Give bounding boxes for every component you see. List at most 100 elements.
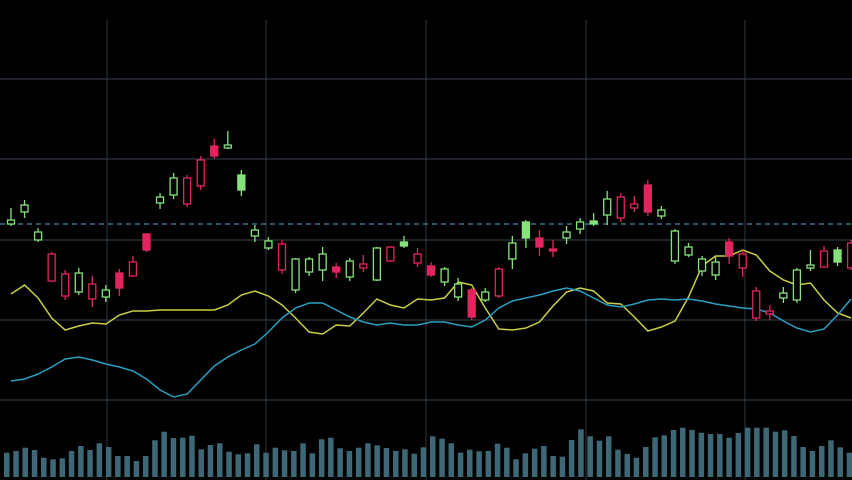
candle-body-up xyxy=(372,247,382,281)
candle-body-up xyxy=(101,289,110,298)
candles xyxy=(6,131,852,321)
volume-bar xyxy=(365,443,371,477)
candle-body-up xyxy=(264,240,273,249)
volume-bar xyxy=(411,453,417,477)
candle-body-down xyxy=(88,283,97,300)
volume-bar xyxy=(624,454,630,477)
volume-bar xyxy=(235,454,241,477)
volume-bar xyxy=(837,447,843,477)
candle-body-up xyxy=(508,242,517,260)
candle-body-up xyxy=(237,174,246,191)
volume-bar xyxy=(300,443,306,477)
volume-bar xyxy=(105,447,112,477)
volume-bar xyxy=(170,438,177,477)
volume-bar xyxy=(346,451,353,477)
candle-body-up xyxy=(223,144,232,149)
volume-bar xyxy=(568,440,575,477)
volume-bar xyxy=(142,456,149,477)
volume-bar xyxy=(643,447,649,477)
candle-body-up xyxy=(33,231,43,241)
candle-body-down xyxy=(616,196,625,219)
volume-bar xyxy=(263,452,269,477)
volume-bar xyxy=(13,451,19,477)
volume-bar xyxy=(698,432,705,477)
volume-bar xyxy=(439,438,445,477)
volume-bar xyxy=(41,457,47,477)
volume-bar xyxy=(4,452,10,477)
volume-bar xyxy=(541,446,547,477)
volume-bar xyxy=(476,451,482,477)
volume-bar xyxy=(596,440,603,477)
volume-bar xyxy=(504,447,510,477)
candle-body-up xyxy=(589,220,598,225)
candle-body-up xyxy=(711,261,720,276)
volume-bar xyxy=(735,433,742,477)
candle-body-up xyxy=(169,177,178,196)
volume-bar xyxy=(337,448,343,477)
volume-bar xyxy=(633,457,640,477)
candle-body-up xyxy=(250,229,260,237)
volume-bar xyxy=(217,443,223,477)
volume-bar xyxy=(717,434,723,477)
grid xyxy=(0,20,852,480)
volume-bar xyxy=(606,436,612,477)
candle-body-down xyxy=(115,272,124,289)
volume-bar xyxy=(754,427,760,477)
volume-bar xyxy=(180,437,186,477)
candle-body-down xyxy=(725,241,734,257)
volume-bar xyxy=(124,456,130,477)
candle-body-down xyxy=(61,273,70,297)
candle-body-up xyxy=(657,209,666,217)
volume-bar xyxy=(281,450,288,477)
volume-bar xyxy=(670,430,677,477)
candle-body-down xyxy=(277,243,287,271)
candle-body-up xyxy=(318,253,327,271)
volume-bar xyxy=(800,447,806,477)
candle-body-up xyxy=(603,198,612,216)
candle-body-down xyxy=(426,265,436,276)
candle-body-up xyxy=(6,219,16,225)
volume-bar xyxy=(791,436,797,477)
candle-body-up xyxy=(20,204,29,213)
candle-body-up xyxy=(304,258,314,273)
volume-bar xyxy=(59,458,66,477)
candle-body-up xyxy=(74,272,83,293)
candle-body-down xyxy=(535,237,544,248)
indicator-line-blue xyxy=(10,287,852,398)
volume-bar xyxy=(254,444,260,477)
volume-bar xyxy=(587,436,593,477)
candle-body-down xyxy=(752,290,761,319)
candle-body-up xyxy=(562,231,571,239)
volume-bar xyxy=(430,436,436,477)
volume-bar xyxy=(689,430,695,477)
volume-bar xyxy=(420,447,427,477)
candle-body-down xyxy=(413,253,422,264)
volume-bar xyxy=(31,450,38,477)
candle-body-down xyxy=(196,159,205,187)
volume-bar xyxy=(615,449,621,477)
volume-bar xyxy=(152,440,158,477)
candle-body-up xyxy=(440,268,449,283)
candle-body-down xyxy=(142,233,151,251)
volume-bar xyxy=(133,461,140,477)
volume-bar xyxy=(726,437,732,477)
volume-bar xyxy=(383,448,390,477)
volume-bar xyxy=(309,453,316,477)
candle-body-down xyxy=(846,242,852,269)
candle-body-down xyxy=(359,263,368,269)
volume-bar xyxy=(78,446,84,477)
volume-bar xyxy=(661,435,667,477)
volume-bar xyxy=(402,449,408,477)
volume-bar xyxy=(707,434,714,477)
volume-bar xyxy=(448,443,454,477)
indicator-lines xyxy=(10,249,852,398)
candle-body-up xyxy=(697,258,707,272)
volume-bar xyxy=(763,427,769,477)
indicator-line-yellow xyxy=(10,249,852,335)
volume-bar xyxy=(522,453,529,477)
candle-body-up xyxy=(345,260,354,278)
volume-bar xyxy=(161,431,167,477)
volume-bar xyxy=(207,445,214,477)
volume-bar xyxy=(819,446,825,477)
